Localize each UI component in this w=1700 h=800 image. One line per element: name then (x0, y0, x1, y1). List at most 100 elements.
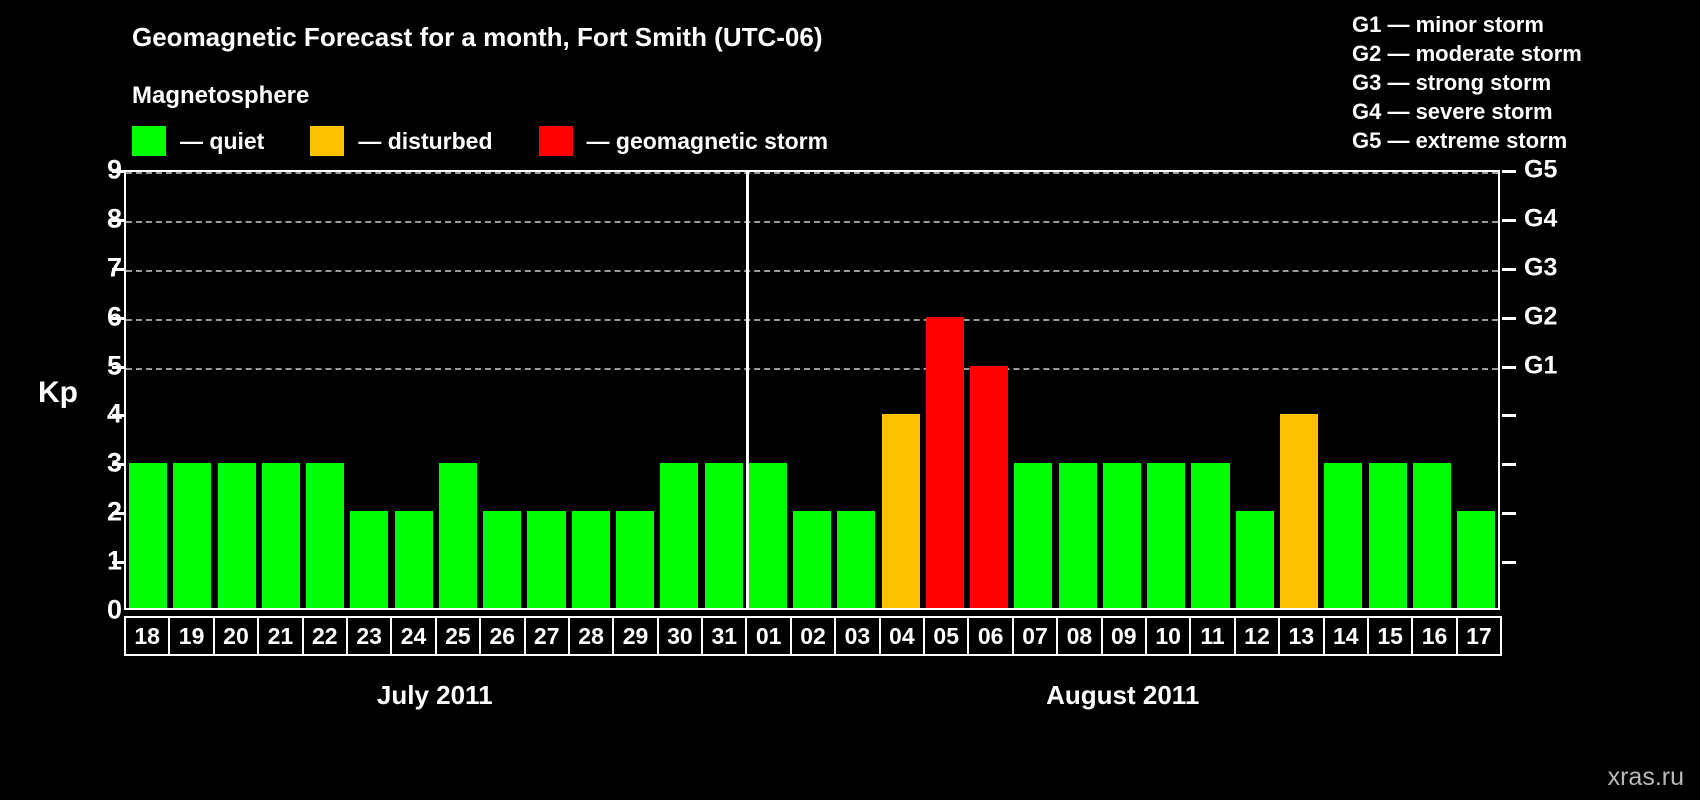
bar (173, 462, 212, 608)
watermark: xras.ru (1607, 763, 1684, 791)
month-caption: July 2011 (376, 680, 493, 710)
g-tick-mark (1502, 316, 1516, 320)
y-tick-label: 9 (106, 154, 122, 185)
bar-cell (215, 172, 259, 608)
bar (1147, 462, 1186, 608)
g-tick-mark (1502, 218, 1516, 222)
bar (1102, 462, 1141, 608)
g-tick-mark (1502, 561, 1516, 565)
y-tick-label: 5 (106, 350, 122, 381)
gridline (126, 172, 1498, 174)
bar (438, 462, 478, 608)
bar-cell (1188, 172, 1232, 608)
bar-cell (436, 172, 480, 608)
bar-cell (657, 172, 701, 608)
bar (837, 511, 876, 608)
date-cell: 26 (479, 616, 526, 656)
date-cell: 19 (168, 616, 215, 656)
date-cell: 30 (656, 616, 704, 656)
g-legend-row: G2 — moderate storm (1352, 41, 1582, 66)
bar-cell (347, 172, 391, 608)
bar (616, 511, 655, 608)
date-cell: 17 (1455, 616, 1503, 656)
y-tick-label: 3 (106, 447, 122, 478)
date-cell: 02 (789, 616, 837, 656)
g-tick-label: G1 (1524, 351, 1558, 380)
bar (660, 462, 699, 608)
bar (925, 317, 964, 608)
bar (129, 462, 168, 608)
bar (527, 511, 566, 608)
y-tick-label: 8 (106, 203, 122, 234)
green-swatch (132, 126, 166, 156)
bar (1058, 462, 1097, 608)
y-tick-mark (112, 218, 124, 222)
legend-entry: — geomagnetic storm (538, 126, 875, 156)
bar-cell (790, 172, 834, 608)
color-legend: — quiet — disturbed — geomagnetic storm (132, 126, 874, 156)
y-tick-mark (112, 316, 124, 320)
gridline (126, 220, 1498, 223)
legend-label: — disturbed (358, 127, 493, 154)
g-legend-row: G1 — minor storm (1352, 12, 1544, 37)
bar-series (126, 172, 1498, 608)
date-cell: 18 (124, 616, 171, 656)
bar-cell (480, 172, 524, 608)
bar-cell (923, 172, 967, 608)
g-tick-label: G2 (1524, 302, 1558, 331)
bar-cell (259, 172, 303, 608)
date-cell: 16 (1411, 616, 1458, 656)
y-tick-mark (112, 561, 124, 565)
bar-cell (834, 172, 878, 608)
date-cell: 21 (257, 616, 304, 656)
gridline (126, 269, 1498, 272)
bar-cell (701, 172, 745, 608)
date-cell: 09 (1100, 616, 1147, 656)
date-cell: 28 (567, 616, 615, 656)
date-cell: 24 (390, 616, 437, 656)
date-cell: 25 (434, 616, 482, 656)
date-cell: 05 (923, 616, 970, 656)
g-legend-row: G4 — severe storm (1352, 99, 1553, 124)
month-caption: August 2011 (1046, 680, 1200, 710)
bar-cell (170, 172, 214, 608)
bar-cell (967, 172, 1011, 608)
g-tick-mark (1502, 267, 1516, 271)
g-tick-mark (1502, 414, 1516, 418)
bar-cell (879, 172, 923, 608)
bar (793, 511, 832, 608)
bar (261, 462, 300, 608)
bar (217, 462, 256, 608)
bar-cell (1410, 172, 1454, 608)
g-tick-label: G3 (1524, 253, 1558, 282)
g-tick-mark (1502, 365, 1516, 369)
bar-cell (569, 172, 613, 608)
legend-label: — quiet (180, 127, 265, 154)
g-tick-label: G4 (1524, 204, 1558, 233)
y-tick-mark (112, 365, 124, 369)
legend-entry: — quiet (132, 126, 310, 156)
bar (1235, 511, 1274, 608)
bar (394, 511, 433, 608)
bar (483, 511, 522, 608)
date-cell: 31 (701, 616, 748, 656)
month-divider (745, 172, 749, 608)
bar-cell (1144, 172, 1188, 608)
legend-entry: — disturbed (310, 126, 538, 156)
bar-cell (1233, 172, 1277, 608)
g-scale-legend: G1 — minor storm G2 — moderate storm G3 — … (1352, 10, 1682, 155)
bar-cell (1011, 172, 1055, 608)
date-cell: 01 (745, 616, 792, 656)
red-swatch (538, 126, 573, 156)
date-cell: 14 (1322, 616, 1369, 656)
bar (571, 511, 610, 608)
gridline (126, 318, 1498, 321)
date-cell: 07 (1011, 616, 1059, 656)
date-cell: 29 (612, 616, 659, 656)
date-cell: 20 (212, 616, 260, 656)
bar-cell (1277, 172, 1321, 608)
bar-cell (1100, 172, 1144, 608)
bar-cell (392, 172, 436, 608)
y-tick-mark (112, 463, 124, 467)
bar (1280, 414, 1319, 608)
